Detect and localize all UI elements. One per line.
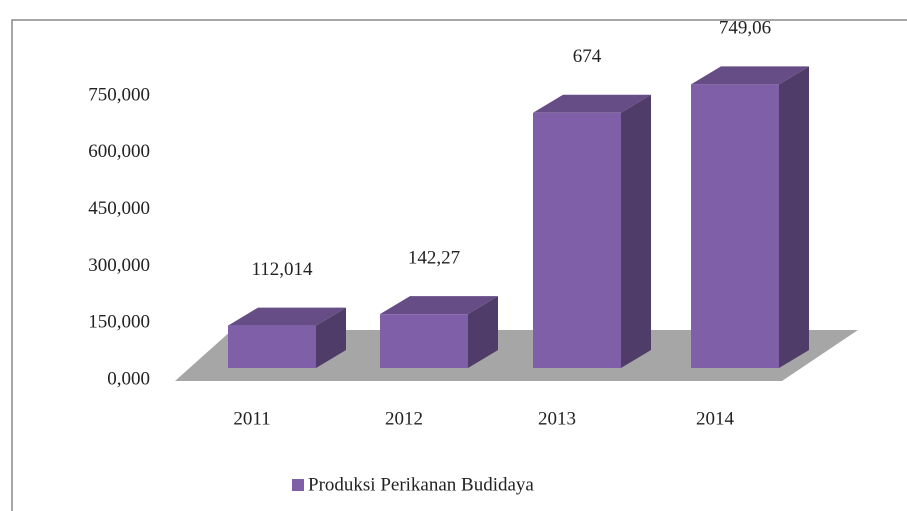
- bar-side: [316, 307, 346, 368]
- x-tick-label: 2012: [385, 408, 423, 429]
- data-label: 112,014: [251, 259, 313, 280]
- y-tick-label: 600,000: [88, 141, 150, 162]
- y-tick-label: 450,000: [88, 198, 150, 219]
- x-tick-label: 2014: [696, 408, 735, 429]
- y-tick-label: 150,000: [88, 312, 150, 333]
- x-tick-label: 2013: [538, 408, 576, 429]
- bar: [533, 112, 621, 369]
- data-label: 749,06: [719, 18, 771, 39]
- bar-side: [621, 94, 651, 369]
- data-label: 674: [573, 46, 602, 67]
- x-tick-label: 2011: [233, 408, 270, 429]
- y-tick-label: 750,000: [88, 84, 150, 105]
- bar-top: [691, 66, 809, 85]
- bar-top: [533, 94, 651, 113]
- bar-top: [380, 296, 498, 315]
- y-tick-label: 300,000: [88, 255, 150, 276]
- bar-side: [779, 66, 809, 368]
- legend-swatch: [292, 479, 304, 491]
- bar-top: [228, 307, 346, 326]
- bar: [380, 314, 468, 368]
- data-label: 142,27: [408, 247, 460, 268]
- y-tick-label: 0,000: [107, 368, 150, 389]
- legend-label: Produksi Perikanan Budidaya: [308, 474, 534, 495]
- bar: [228, 325, 316, 368]
- bar: [691, 84, 779, 368]
- bar-side: [468, 296, 498, 368]
